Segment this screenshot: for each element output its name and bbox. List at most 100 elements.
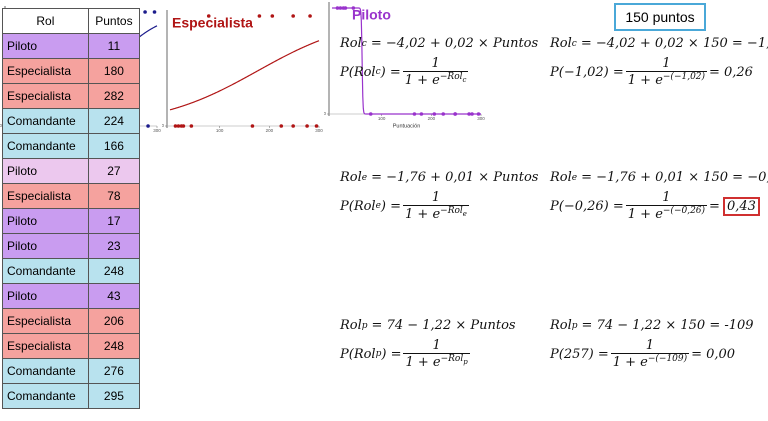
var: Rol — [340, 170, 362, 185]
data-point — [270, 14, 275, 18]
role-cell: Especialista — [2, 83, 89, 109]
table-row: Comandante 248 — [2, 258, 141, 284]
x-tick-label: 200 — [266, 128, 274, 133]
probability: P(Rol c) = 1 1 + e−Rolc — [340, 56, 470, 88]
table-row: Comandante 295 — [2, 383, 141, 409]
role-cell: Piloto — [2, 233, 89, 259]
role-cell: Piloto — [2, 33, 89, 59]
exp-text: −(−109) — [647, 354, 688, 364]
role-cell: Piloto — [2, 158, 89, 184]
den-base: 1 + e — [404, 73, 440, 88]
points-cell: 27 — [87, 158, 141, 184]
p-label: P(Rol — [340, 64, 376, 80]
equation: Rol c = −4,02 + 0,02 × 150 = −1,02 — [550, 36, 768, 51]
data-point — [176, 124, 181, 128]
data-point — [470, 112, 474, 116]
data-point — [368, 112, 373, 116]
var: Rol — [550, 318, 572, 333]
table-row: Piloto 27 — [2, 158, 141, 184]
numerator: 1 — [625, 190, 708, 206]
x-tick-label: 300 — [153, 128, 161, 133]
data-point — [419, 112, 424, 116]
points-cell: 23 — [87, 233, 141, 259]
numerator: 1 — [403, 338, 470, 354]
table-row: Piloto 17 — [2, 208, 141, 234]
subscript: c — [571, 38, 577, 49]
data-point — [291, 124, 295, 128]
den-base: 1 + e — [405, 207, 441, 222]
points-cell: 78 — [87, 183, 141, 209]
data-point — [279, 124, 284, 128]
chart-title: Piloto — [352, 7, 391, 23]
exp-text: −(−0,26) — [662, 206, 706, 216]
subscript: e — [375, 201, 381, 211]
exp-text: −Rol — [439, 72, 463, 82]
data-point — [441, 112, 446, 116]
exponent: −Rolp — [441, 354, 468, 366]
equals: = — [709, 64, 720, 80]
expression: = −4,02 + 0,02 × Puntos — [370, 36, 539, 51]
points-cell: 166 — [87, 133, 141, 159]
exponent: −(−1,02) — [663, 72, 705, 82]
points-cell: 206 — [87, 308, 141, 334]
points-cell: 248 — [87, 258, 141, 284]
data-point — [291, 14, 295, 18]
table-row: Especialista 180 — [2, 58, 141, 84]
denominator: 1 + e−Rolp — [405, 354, 467, 370]
exp-text: −(−1,02) — [662, 72, 706, 82]
points-cell: 248 — [87, 333, 141, 359]
points-cell: 276 — [87, 358, 141, 384]
role-cell: Especialista — [2, 58, 89, 84]
exp-sub: c — [462, 76, 467, 84]
numerator: 1 — [610, 338, 690, 354]
data-point — [476, 112, 481, 116]
equation: Rol e = −1,76 + 0,01 × 150 = −0,26 — [550, 170, 768, 185]
table-row: Especialista 282 — [2, 83, 141, 109]
table-row: Especialista 248 — [2, 333, 141, 359]
role-cell: Especialista — [2, 333, 89, 359]
numerator: 1 — [403, 190, 469, 206]
data-point — [351, 6, 356, 10]
table-row: Piloto 23 — [2, 233, 141, 259]
chart-title: Especialista — [172, 15, 253, 31]
p-label: P(Rol — [340, 346, 376, 362]
data-point — [467, 112, 471, 116]
var: Rol — [550, 170, 572, 185]
data-point — [152, 10, 157, 14]
equation: Rol c = −4,02 + 0,02 × Puntos — [340, 36, 538, 51]
var: Rol — [340, 36, 362, 51]
exponent: −Role — [440, 206, 467, 218]
probability: P(Rol e) = 1 1 + e−Role — [340, 190, 471, 222]
header-cell: Rol — [2, 8, 89, 34]
data-point — [432, 112, 437, 116]
role-cell: Comandante — [2, 383, 89, 409]
var: Rol — [550, 36, 572, 51]
result: 0,26 — [723, 64, 753, 80]
table-row: Comandante 224 — [2, 108, 141, 134]
denominator: 1 + e−(−1,02) — [628, 72, 705, 88]
data-point — [143, 10, 147, 14]
p-label: P(Rol — [340, 198, 376, 214]
subscript: c — [375, 67, 381, 77]
role-cell: Piloto — [2, 283, 89, 309]
p-label: P(257) = — [550, 346, 609, 362]
p-end: ) = — [381, 346, 402, 362]
result: 0,43 — [722, 196, 760, 216]
y-tick-label: 0.0 — [324, 111, 326, 116]
data-point — [206, 14, 211, 18]
probability: P(257) = 1 1 + e−(−109) = 0,00 — [550, 338, 735, 370]
probability: P(Rol p) = 1 1 + e−Rolp — [340, 338, 472, 370]
points-cell: 17 — [87, 208, 141, 234]
x-axis-label: Puntuación — [393, 123, 421, 129]
y-tick-label: 0.0 — [0, 123, 2, 128]
exp-text: −Rol — [440, 206, 463, 216]
role-cell: Comandante — [2, 108, 89, 134]
x-tick-label: 100 — [378, 116, 386, 121]
data-point — [335, 6, 340, 10]
subscript: e — [571, 172, 578, 183]
expression: = −1,76 + 0,01 × Puntos — [371, 170, 539, 185]
